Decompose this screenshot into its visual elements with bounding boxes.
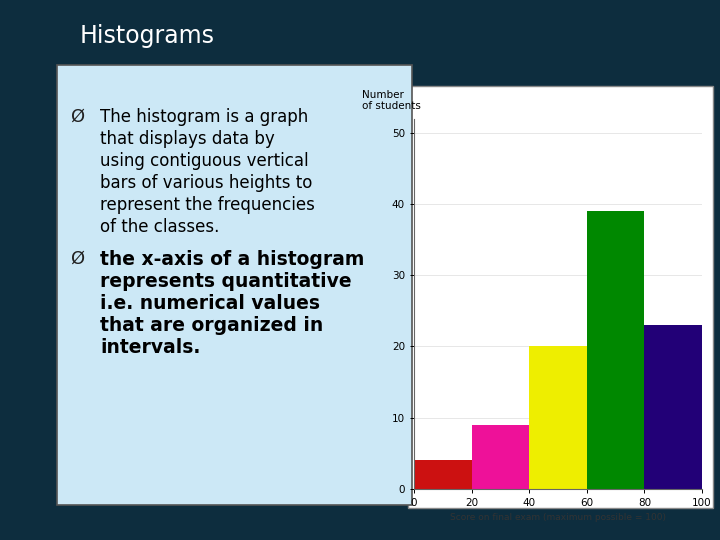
Text: bars of various heights to: bars of various heights to bbox=[100, 174, 312, 192]
Text: using contiguous vertical: using contiguous vertical bbox=[100, 152, 309, 170]
FancyBboxPatch shape bbox=[55, 10, 695, 65]
Bar bbox=[414, 460, 472, 489]
Text: Histograms: Histograms bbox=[80, 24, 215, 48]
Text: Ø: Ø bbox=[70, 250, 84, 268]
Text: intervals.: intervals. bbox=[100, 338, 200, 357]
Text: represents quantitative: represents quantitative bbox=[100, 272, 351, 291]
Bar bbox=[644, 325, 702, 489]
Text: that displays data by: that displays data by bbox=[100, 130, 275, 148]
Bar bbox=[472, 424, 529, 489]
Text: the x-axis of a histogram: the x-axis of a histogram bbox=[100, 250, 364, 269]
Bar bbox=[529, 347, 587, 489]
Text: represent the frequencies: represent the frequencies bbox=[100, 196, 315, 214]
Text: i.e. numerical values: i.e. numerical values bbox=[100, 294, 320, 313]
Text: that are organized in: that are organized in bbox=[100, 316, 323, 335]
Text: Ø: Ø bbox=[70, 108, 84, 126]
Text: Number
of students: Number of students bbox=[362, 90, 421, 111]
FancyBboxPatch shape bbox=[57, 65, 412, 505]
Bar bbox=[587, 211, 644, 489]
Text: The histogram is a graph: The histogram is a graph bbox=[100, 108, 308, 126]
X-axis label: Score on final exam (maximum possible = 100): Score on final exam (maximum possible = … bbox=[450, 514, 666, 522]
Text: of the classes.: of the classes. bbox=[100, 218, 220, 236]
